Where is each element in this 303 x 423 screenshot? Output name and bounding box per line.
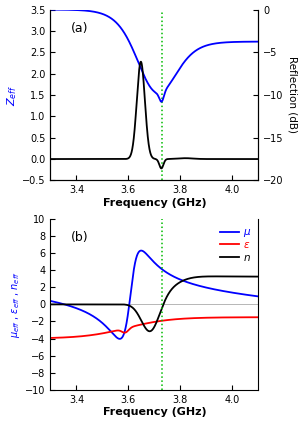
ε bbox=[250, 315, 254, 320]
μ bbox=[256, 294, 260, 299]
n bbox=[240, 274, 243, 279]
μ bbox=[118, 336, 122, 341]
Line: ε: ε bbox=[51, 317, 258, 338]
ε bbox=[256, 315, 260, 320]
Y-axis label: Reflection (dB): Reflection (dB) bbox=[288, 57, 298, 134]
n bbox=[200, 274, 203, 279]
μ bbox=[49, 298, 52, 303]
n bbox=[148, 329, 152, 334]
μ bbox=[136, 251, 140, 256]
ε bbox=[240, 315, 243, 320]
ε bbox=[147, 320, 151, 325]
μ bbox=[139, 248, 143, 253]
ε bbox=[200, 315, 203, 320]
ε bbox=[49, 335, 52, 341]
X-axis label: Frequency (GHz): Frequency (GHz) bbox=[102, 407, 206, 418]
n bbox=[250, 274, 254, 279]
Text: (a): (a) bbox=[71, 22, 89, 35]
μ bbox=[138, 249, 141, 254]
Text: (b): (b) bbox=[71, 231, 89, 244]
Line: μ: μ bbox=[51, 250, 258, 339]
μ bbox=[240, 291, 243, 297]
Legend: μ, ε, n: μ, ε, n bbox=[217, 224, 253, 266]
n bbox=[136, 312, 140, 317]
Y-axis label: $\mu_{eff}$ , $\varepsilon_{eff}$ , $n_{eff}$: $\mu_{eff}$ , $\varepsilon_{eff}$ , $n_{… bbox=[11, 271, 22, 338]
n bbox=[49, 302, 52, 307]
X-axis label: Frequency (GHz): Frequency (GHz) bbox=[102, 198, 206, 208]
μ bbox=[148, 255, 151, 260]
n bbox=[256, 274, 260, 279]
n bbox=[147, 329, 151, 334]
ε bbox=[138, 322, 141, 327]
Y-axis label: $Z_{eff}$: $Z_{eff}$ bbox=[5, 85, 19, 105]
n bbox=[138, 314, 141, 319]
μ bbox=[200, 284, 203, 289]
ε bbox=[136, 323, 140, 328]
μ bbox=[250, 293, 254, 298]
n bbox=[212, 274, 216, 279]
Line: n: n bbox=[51, 276, 258, 331]
